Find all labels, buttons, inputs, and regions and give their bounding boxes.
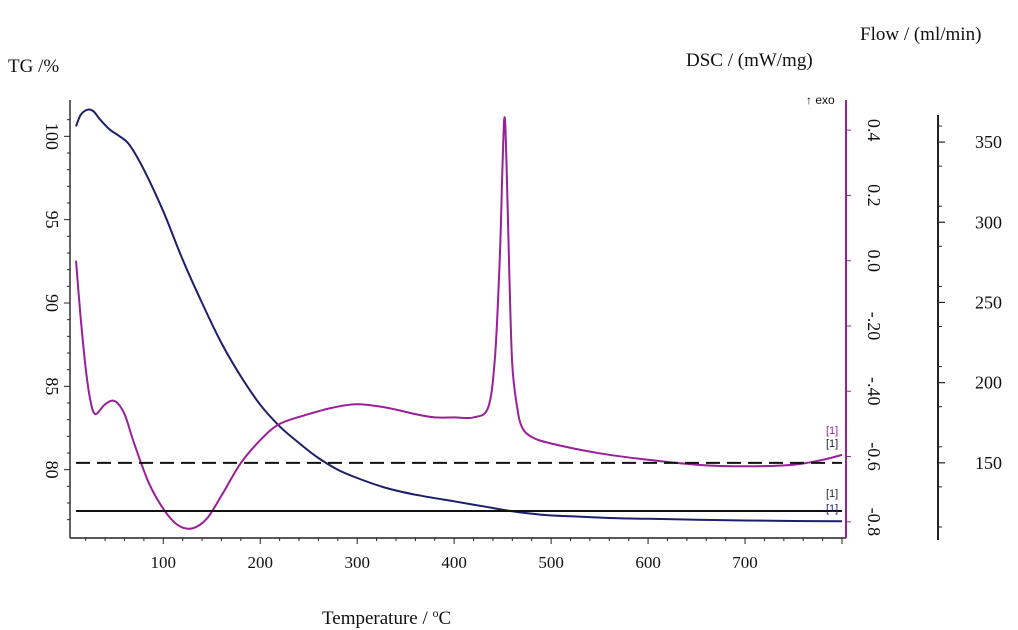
dsc-tick-label: -0.6 — [864, 442, 884, 471]
x-tick-label: 300 — [344, 553, 370, 572]
tg-tick-label: 80 — [42, 461, 62, 479]
flow-axis-label: Flow / (ml/min) — [860, 24, 981, 45]
tick-marks — [64, 119, 945, 544]
plot-frame — [69, 100, 939, 540]
x-tick-label: 400 — [441, 553, 467, 572]
tg-tick-label: 90 — [42, 294, 62, 312]
flow-tick-label: 150 — [975, 453, 1002, 473]
flow-tick-label: 300 — [975, 212, 1002, 232]
dsc-tick-label: -0.8 — [864, 508, 884, 537]
dsc-curve-1 — [75, 116, 843, 530]
x-axis-label-tail: C — [439, 608, 452, 629]
x-tick-label: 100 — [151, 553, 177, 572]
x-tick-label: 500 — [538, 553, 564, 572]
curve-tag: [1] — [826, 425, 838, 437]
tick-labels: 100 200 300 400 500 600 700 100 95 90 85 80 0.4 0.2 0.… — [42, 119, 1002, 572]
curve-tags: [1][1][1][1] — [826, 425, 838, 515]
curve-tag: [1] — [826, 488, 838, 500]
dsc-tick-label: -.40 — [864, 377, 884, 406]
data-curves — [75, 108, 843, 530]
exo-label: ↑ exo — [806, 93, 835, 107]
dsc-tick-label: 0.4 — [864, 119, 884, 142]
tg-tick-label: 85 — [42, 377, 62, 395]
curve-tag: [1] — [826, 503, 838, 515]
curve-tag: [1] — [826, 438, 838, 450]
x-axis-label: Temperature / oC — [322, 606, 451, 629]
flow-tick-label: 200 — [975, 373, 1002, 393]
x-tick-label: 700 — [732, 553, 758, 572]
x-axis-label-sup: o — [433, 606, 439, 620]
dsc-tick-label: 0.0 — [864, 249, 884, 272]
flow-tick-label: 250 — [975, 292, 1002, 312]
x-axis-label-main: Temperature / — [322, 608, 433, 629]
tg-axis-label: TG /% — [8, 56, 59, 77]
dsc-axis-label: DSC / (mW/mg) — [686, 50, 813, 71]
dsc-tick-label: -.20 — [864, 312, 884, 341]
x-tick-label: 200 — [247, 553, 273, 572]
tg-tick-label: 100 — [42, 123, 62, 150]
flow-tick-label: 350 — [975, 132, 1002, 152]
dsc-tick-label: 0.2 — [864, 184, 884, 207]
tg-curve-0 — [75, 108, 843, 523]
tg-tick-label: 95 — [42, 211, 62, 229]
x-tick-label: 600 — [635, 553, 661, 572]
